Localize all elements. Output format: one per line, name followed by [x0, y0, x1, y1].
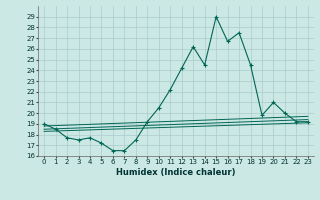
X-axis label: Humidex (Indice chaleur): Humidex (Indice chaleur) [116, 168, 236, 177]
